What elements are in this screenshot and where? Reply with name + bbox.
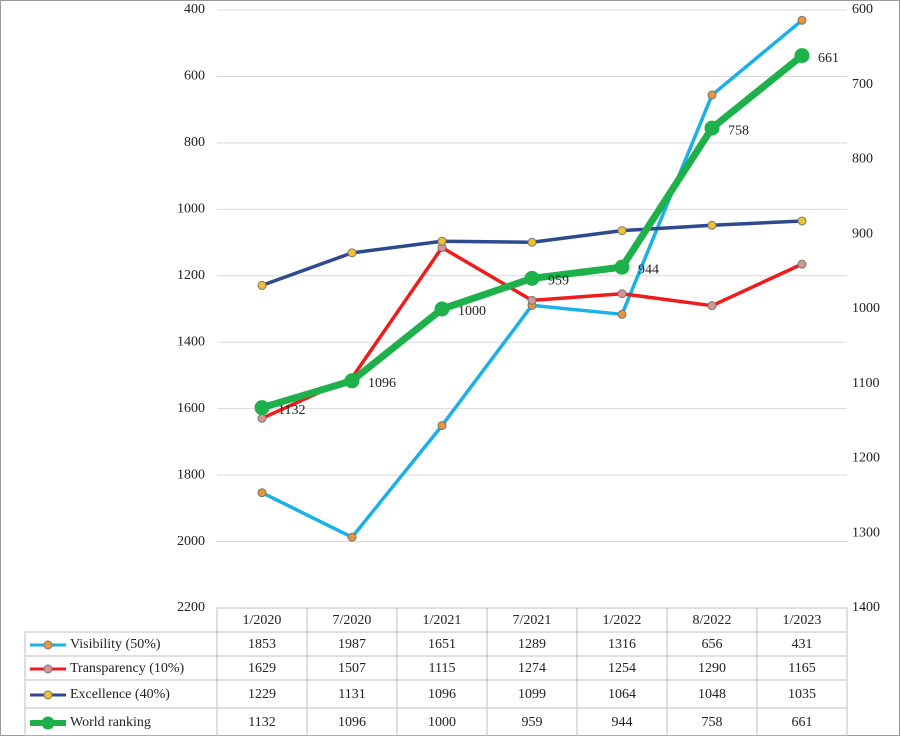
marker [617,289,627,299]
marker [254,400,270,416]
marker [707,301,717,311]
table-value: 1096 [338,715,366,730]
table-cell [756,707,848,736]
table-value: 1507 [338,661,366,676]
table-value: 1629 [248,661,276,676]
y2-tick-label: 900 [852,226,873,241]
marker [437,236,447,246]
data-label: 1000 [458,304,486,319]
table-value: 1115 [429,661,456,676]
marker [707,90,717,100]
table-value: 431 [792,637,813,652]
marker [257,413,267,423]
marker [797,259,807,269]
table-value: 1131 [338,687,365,702]
data-label: 1132 [278,403,305,418]
table-value: 1289 [518,637,546,652]
y2-tick-label: 1400 [852,600,880,615]
y-tick-label: 2200 [177,600,205,615]
marker [257,280,267,290]
table-value: 1165 [788,661,815,676]
marker [617,309,627,319]
table-value: 959 [522,715,543,730]
table-value: 661 [792,715,813,730]
table-value: 1290 [698,661,726,676]
table-value: 944 [612,715,633,730]
x-tick-label: 1/2023 [783,613,822,628]
table-value: 1853 [248,637,276,652]
marker [524,270,540,286]
x-tick-label: 1/2021 [423,613,462,628]
x-tick-label: 8/2022 [693,613,732,628]
table-value: 1987 [338,637,366,652]
table-value: 1000 [428,715,456,730]
x-tick-label: 7/2021 [513,613,552,628]
table-value: 1254 [608,661,636,676]
x-tick-label: 7/2020 [333,613,372,628]
data-label: 1096 [368,376,396,391]
x-tick-label: 1/2022 [603,613,642,628]
marker [797,15,807,25]
marker [614,259,630,275]
y2-tick-label: 700 [852,77,873,92]
legend-marker [41,716,55,730]
y-tick-label: 1600 [177,401,205,416]
marker [347,248,357,258]
table-value: 1064 [608,687,636,702]
table-value: 1274 [518,661,546,676]
table-value: 1099 [518,687,546,702]
y2-tick-label: 1200 [852,451,880,466]
table-value: 1651 [428,637,456,652]
legend-label: Excellence (40%) [70,687,170,702]
marker [527,295,537,305]
y-tick-label: 1400 [177,334,205,349]
legend-marker [43,640,53,650]
table-value: 1096 [428,687,456,702]
data-label: 959 [548,274,569,289]
marker [257,488,267,498]
marker [707,220,717,230]
y-tick-label: 400 [184,2,205,17]
legend-label: World ranking [70,715,151,730]
table-value: 1035 [788,687,816,702]
y-tick-label: 800 [184,135,205,150]
marker [704,120,720,136]
marker [797,216,807,226]
data-label: 944 [638,262,659,277]
y2-tick-label: 1000 [852,301,880,316]
marker [617,226,627,236]
y2-tick-label: 1300 [852,525,880,540]
table-value: 1316 [608,637,636,652]
legend-marker [43,690,53,700]
marker [794,48,810,64]
y2-tick-label: 600 [852,2,873,17]
y-tick-label: 600 [184,69,205,84]
table-value: 1229 [248,687,276,702]
legend-label: Visibility (50%) [70,637,161,652]
y-tick-label: 1000 [177,202,205,217]
marker [434,301,450,317]
legend-label: Transparency (10%) [70,661,185,676]
y-tick-label: 2000 [177,534,205,549]
marker [347,532,357,542]
y-tick-label: 1200 [177,268,205,283]
table-value: 1048 [698,687,726,702]
marker [344,373,360,389]
y2-tick-label: 800 [852,152,873,167]
y-tick-label: 1800 [177,467,205,482]
table-value: 758 [702,715,723,730]
y2-tick-label: 1100 [852,376,879,391]
table-value: 1132 [248,715,275,730]
legend-marker [43,664,53,674]
data-label: 758 [728,123,749,138]
x-tick-label: 1/2020 [243,613,282,628]
marker [437,421,447,431]
marker [527,237,537,247]
data-label: 661 [818,51,839,66]
table-value: 656 [702,637,723,652]
